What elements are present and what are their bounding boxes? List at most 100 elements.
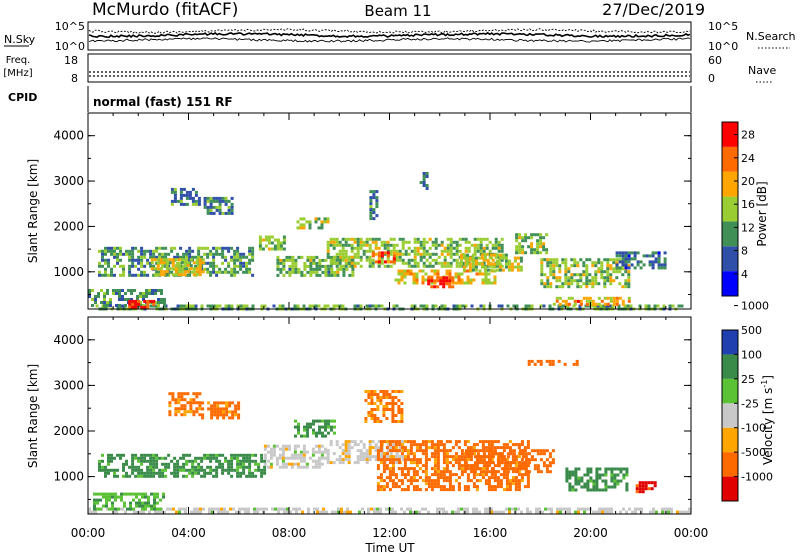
echo-cell [560, 304, 564, 308]
echo-cell [527, 452, 531, 456]
echo-cell [511, 507, 514, 511]
echo-cell [433, 269, 437, 273]
echo-cell [353, 304, 357, 308]
echo-cell [326, 455, 330, 459]
echo-cell [391, 402, 395, 405]
echo-cell [332, 461, 336, 465]
beam-title: Beam 11 [364, 2, 431, 20]
echo-cell [433, 479, 437, 483]
echo-cell [419, 304, 423, 308]
echo-cell [156, 273, 160, 277]
echo-cell [344, 443, 348, 447]
echo-cell [332, 243, 336, 247]
echo-cell [542, 304, 546, 308]
echo-cell [219, 413, 223, 417]
echo-cell [421, 452, 425, 456]
echo-cell [353, 246, 357, 250]
echo-cell [123, 492, 126, 496]
echo-cell [266, 450, 270, 454]
echo-cell [568, 473, 572, 477]
echo-cell [418, 269, 422, 273]
echo-cell [409, 443, 413, 447]
echo-cell [226, 510, 229, 514]
echo-cell [479, 246, 483, 250]
echo-cell [376, 510, 379, 514]
echo-cell [306, 425, 309, 429]
echo-cell [496, 446, 500, 450]
echo-cell [546, 276, 550, 280]
echo-cell [544, 507, 547, 511]
echo-cell [245, 456, 249, 460]
echo-cell [150, 507, 153, 511]
echo-cell [494, 470, 498, 474]
echo-cell [267, 235, 271, 239]
echo-cell [413, 246, 417, 250]
echo-cell [102, 492, 105, 496]
echo-cell [152, 304, 156, 308]
echo-cell [324, 273, 328, 277]
echo-cell [466, 485, 470, 489]
echo-cell [282, 238, 286, 242]
echo-cell [573, 258, 577, 262]
echo-cell [509, 467, 513, 471]
echo-cell [493, 476, 497, 480]
echo-cell [329, 440, 333, 444]
echo-cell [570, 296, 574, 300]
echo-cell [156, 264, 160, 268]
echo-cell [380, 240, 384, 244]
echo-cell [179, 199, 183, 203]
echo-cell [152, 468, 156, 472]
echo-cell [586, 485, 590, 489]
echo-cell [254, 474, 258, 478]
echo-cell [564, 267, 568, 271]
echo-cell [442, 510, 445, 514]
echo-cell [466, 464, 470, 468]
echo-cell [98, 465, 101, 469]
echo-cell [344, 237, 348, 241]
echo-cell [433, 279, 437, 283]
echo-cell [663, 260, 667, 264]
echo-cell [579, 285, 583, 289]
echo-cell [341, 449, 345, 453]
echo-cell [347, 446, 351, 450]
echo-cell [451, 485, 455, 489]
echo-cell [542, 464, 546, 468]
echo-cell [263, 444, 267, 448]
echo-cell [157, 289, 160, 292]
echo-cell [201, 258, 205, 262]
echo-cell [608, 304, 612, 308]
echo-cell [300, 434, 303, 438]
echo-cell [359, 304, 363, 308]
echo-cell [650, 481, 654, 485]
echo-cell [201, 407, 205, 411]
colorbar-segment [722, 246, 738, 272]
echo-cell [270, 235, 274, 239]
echo-cell [542, 461, 546, 465]
echo-cell [576, 282, 580, 286]
echo-cell [401, 246, 405, 250]
echo-cell [171, 261, 175, 265]
echo-cell [180, 392, 184, 396]
echo-cell [96, 498, 99, 502]
echo-cell [272, 453, 276, 457]
echo-cell [333, 273, 337, 277]
echo-cell [364, 417, 368, 420]
echo-cell [320, 450, 324, 454]
echo-cell [276, 255, 280, 259]
echo-cell [505, 482, 509, 486]
echo-cell [140, 261, 144, 265]
echo-cell [380, 243, 384, 247]
echo-cell [206, 453, 210, 457]
echo-cell [481, 467, 485, 471]
echo-cell [158, 255, 162, 259]
echo-cell [422, 264, 426, 268]
echo-cell [128, 270, 132, 274]
echo-cell [197, 471, 201, 475]
echo-cell [278, 304, 282, 308]
echo-cell [386, 258, 390, 262]
echo-cell [472, 473, 476, 477]
echo-cell [119, 252, 122, 256]
echo-cell [455, 240, 459, 244]
echo-cell [153, 273, 157, 277]
